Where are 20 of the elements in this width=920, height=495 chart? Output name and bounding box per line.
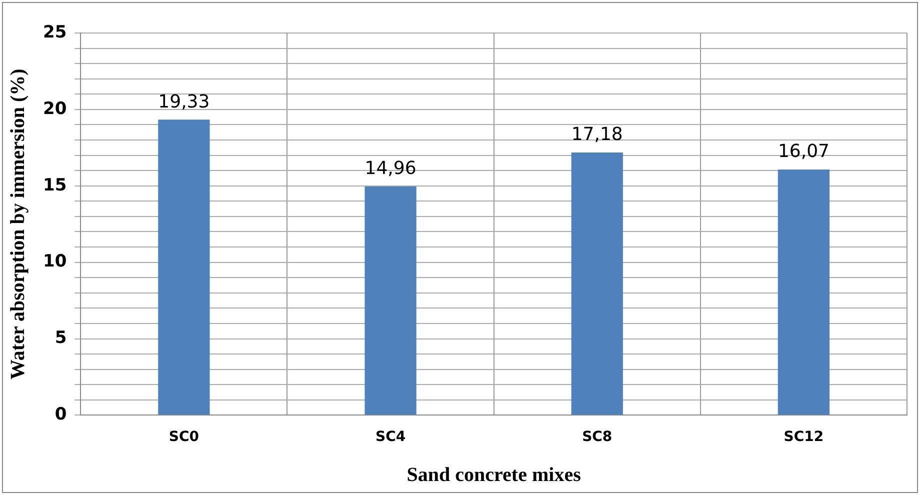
x-tick-label: SC12: [784, 429, 824, 446]
data-label: 17,18: [571, 124, 623, 146]
bar: [158, 120, 210, 415]
data-label: 19,33: [158, 91, 210, 112]
y-tick-label: 20: [42, 98, 67, 119]
x-axis-title: Sand concrete mixes: [406, 464, 582, 486]
x-tick-label: SC8: [582, 429, 612, 446]
bar: [571, 152, 623, 415]
y-tick-label: 0: [54, 404, 67, 425]
y-tick-label: 10: [42, 252, 67, 272]
x-tick-label: SC4: [375, 429, 406, 446]
bar: [778, 170, 830, 415]
y-tick-label: 15: [42, 175, 67, 196]
y-tick-label: 5: [54, 328, 67, 348]
y-tick-label: 25: [42, 22, 67, 42]
bar: [364, 186, 416, 415]
data-label: 16,07: [778, 141, 830, 162]
data-label: 14,96: [364, 158, 416, 180]
y-axis-title: Water absorption by immersion (%): [7, 68, 30, 380]
x-tick-label: SC0: [168, 429, 200, 446]
